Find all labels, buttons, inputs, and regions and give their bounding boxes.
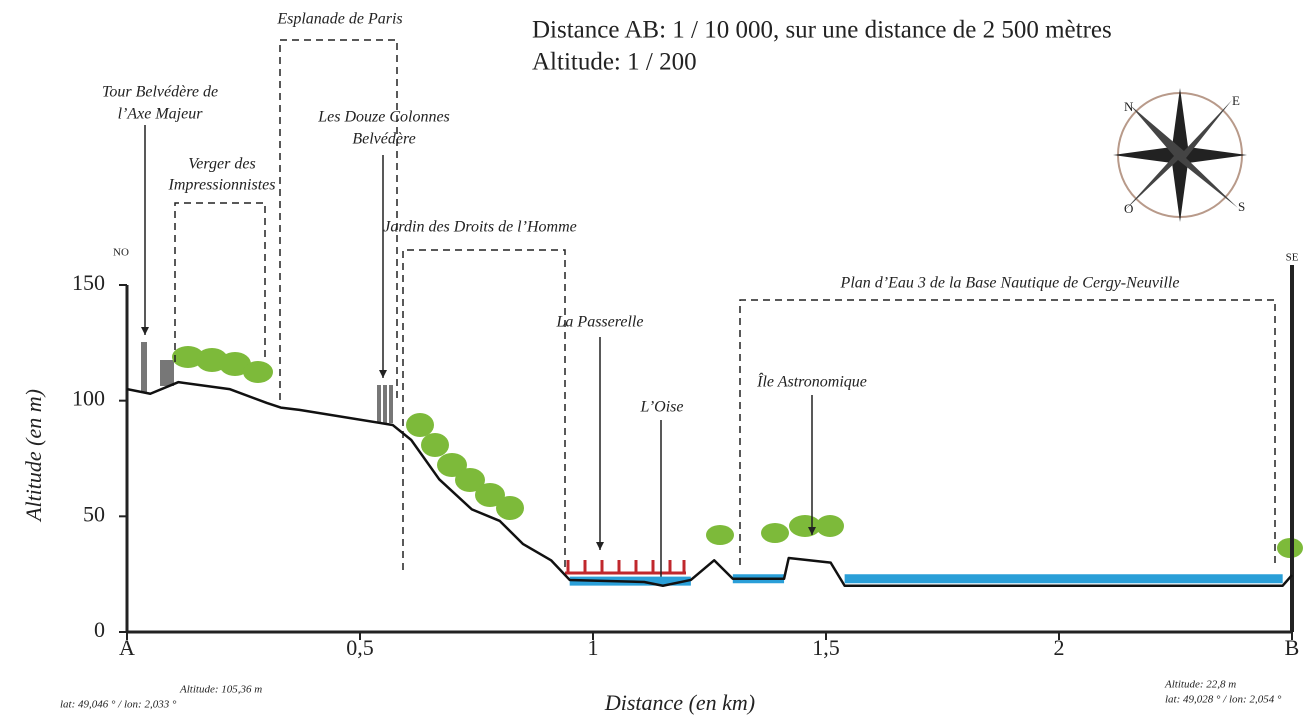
buildings	[141, 342, 393, 423]
y-tick-label: 50	[83, 501, 105, 526]
annotation: L’Oise	[640, 399, 684, 416]
compass-label: N	[1124, 99, 1134, 114]
point-note: Altitude: 22,8 m	[1164, 679, 1236, 691]
annotation: Impressionnistes	[168, 177, 276, 194]
terrain-line	[126, 380, 1293, 587]
x-tick-label: 1	[588, 635, 599, 660]
compass-label: O	[1124, 201, 1133, 216]
annotation: Belvédère	[352, 131, 415, 148]
point-note: Altitude: 105,36 m	[179, 684, 262, 696]
y-axis-label: Altitude (en m)	[21, 389, 46, 523]
annotation: Île Astronomique	[756, 372, 867, 391]
x-tick-label: 1,5	[812, 635, 840, 660]
water-line	[569, 574, 1283, 586]
annotation-bracket	[279, 39, 398, 400]
direction-label: SE	[1286, 252, 1299, 264]
x-tick-label: A	[119, 635, 135, 660]
point-note: lat: 49,046 ° / lon: 2,033 °	[60, 699, 177, 711]
trees	[172, 346, 1303, 558]
annotation: Les Douze Colonnes	[317, 109, 450, 126]
passerelle	[565, 560, 686, 575]
annotation: Jardin des Droits de l’Homme	[383, 219, 576, 236]
annotation-bracket	[402, 249, 566, 570]
chart-subtitle: Altitude: 1 / 200	[532, 49, 697, 76]
annotation: Verger des	[188, 156, 255, 173]
annotation: La Passerelle	[556, 314, 644, 331]
y-tick-label: 100	[72, 386, 105, 411]
arrow-head	[808, 527, 816, 535]
y-tick-label: 0	[94, 617, 105, 642]
arrow-head	[596, 542, 604, 550]
annotation: Esplanade de Paris	[276, 11, 402, 28]
x-tick-label: 2	[1054, 635, 1065, 660]
x-tick-label: 0,5	[346, 635, 374, 660]
arrow-head	[141, 327, 149, 335]
compass	[1113, 88, 1247, 222]
annotation: Tour Belvédère de	[102, 84, 218, 101]
arrow-head	[379, 370, 387, 378]
annotation: l’Axe Majeur	[118, 106, 204, 123]
x-axis-label: Distance (en km)	[604, 690, 755, 715]
compass-label: E	[1232, 93, 1240, 108]
y-tick-label: 150	[72, 270, 105, 295]
point-note: lat: 49,028 ° / lon: 2,054 °	[1165, 694, 1282, 706]
annotation-bracket	[174, 202, 266, 362]
chart-title: Distance AB: 1 / 10 000, sur une distanc…	[532, 17, 1112, 44]
annotation: Plan d’Eau 3 de la Base Nautique de Cerg…	[840, 275, 1180, 292]
annotation-bracket	[739, 299, 1276, 565]
direction-label: NO	[113, 247, 129, 259]
x-tick-label: B	[1285, 635, 1300, 660]
compass-label: S	[1238, 199, 1245, 214]
